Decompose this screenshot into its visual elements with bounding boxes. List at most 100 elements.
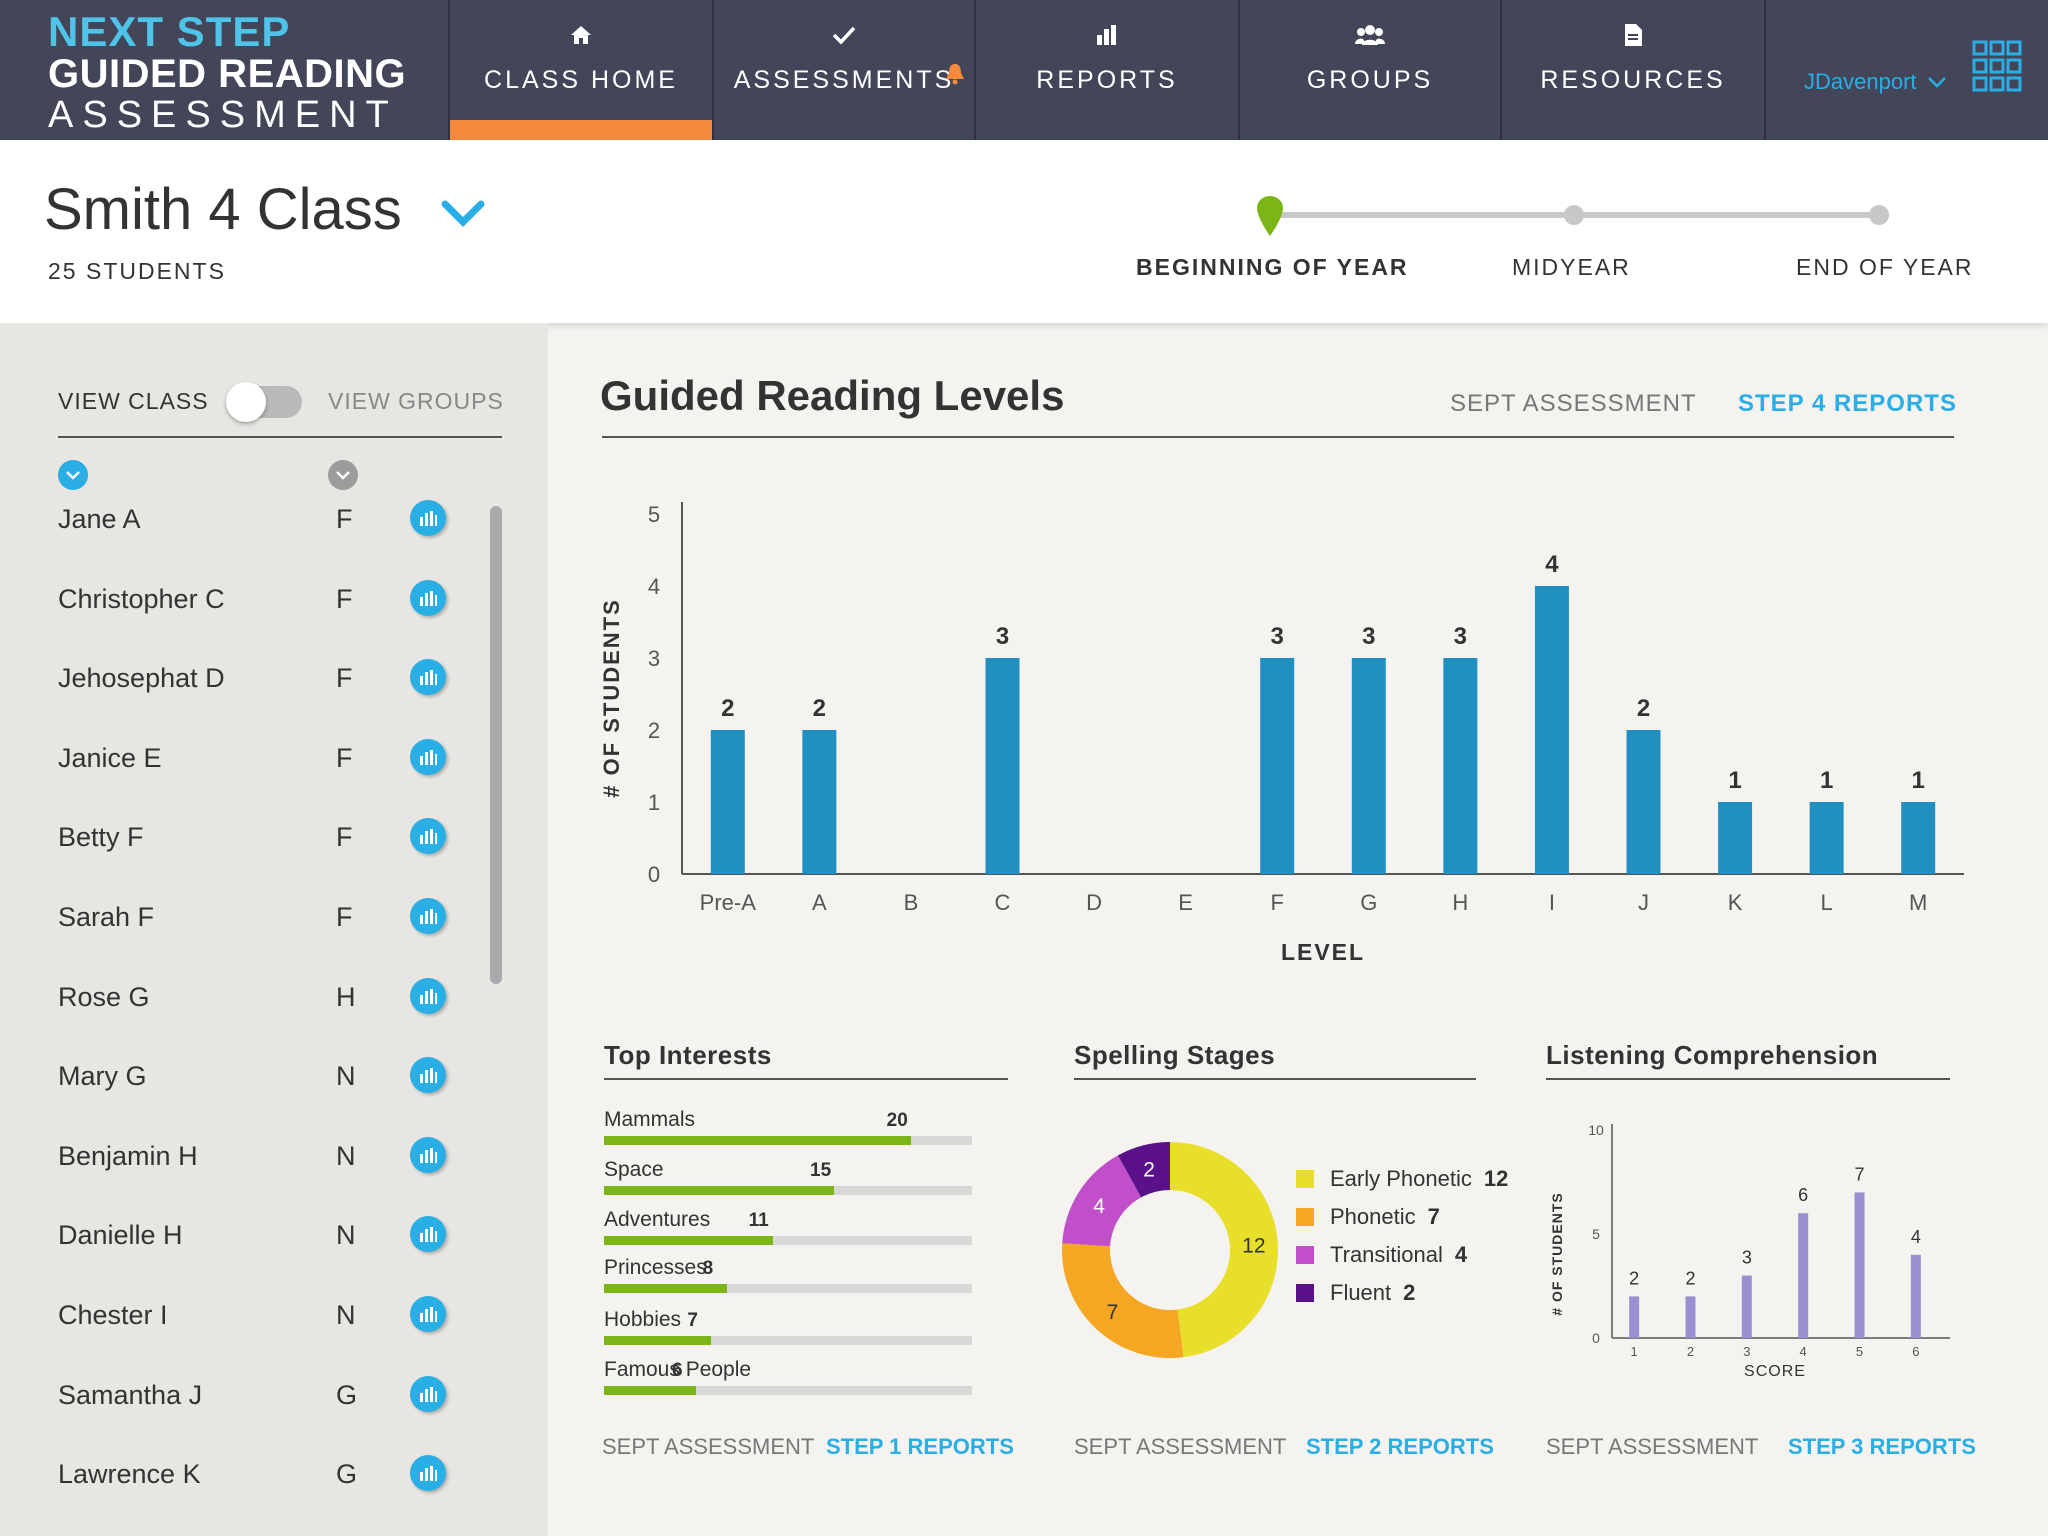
student-report-icon[interactable] [410,1375,446,1412]
divider [58,436,502,438]
student-row[interactable]: Samantha J G [0,1366,548,1426]
tab-class-home[interactable]: CLASS HOME [448,0,712,140]
location-pin-icon[interactable] [1256,194,1284,238]
student-report-icon[interactable] [410,500,446,536]
student-row[interactable]: Jane A F [0,490,548,550]
donut-slice [1117,1142,1170,1198]
view-groups-label[interactable]: VIEW GROUPS [328,388,504,414]
divider [1074,1078,1476,1080]
timeline-midyear[interactable]: MIDYEAR [1512,254,1631,280]
student-name: Jehosephat D [58,663,225,694]
legend-swatch [1296,1170,1314,1188]
bar [802,730,837,874]
student-report-icon[interactable] [410,818,446,855]
student-row[interactable]: Janice E F [0,729,548,789]
student-row[interactable]: Chester I N [0,1286,548,1346]
interest-label: Hobbies [604,1308,682,1331]
view-class-label[interactable]: VIEW CLASS [58,388,209,414]
student-list-scrollbar[interactable] [490,506,502,984]
x-tick-label: 4 [1800,1344,1807,1359]
tab-resources[interactable]: RESOURCES [1500,0,1764,140]
student-report-icon[interactable] [410,1136,446,1173]
student-report-icon[interactable] [410,738,446,775]
student-report-icon[interactable] [410,1216,446,1253]
student-name: Jane A [58,504,141,534]
legend-item: Early Phonetic 12 [1296,1164,1508,1194]
data-label: 1 [1728,767,1741,794]
interest-row: Famous People 6 [604,1358,972,1404]
tab-groups[interactable]: GROUPS [1238,0,1500,140]
bar [710,730,745,874]
data-label: 3 [1362,623,1375,650]
top-interests-title: Top Interests [604,1040,772,1070]
student-row[interactable]: Betty F F [0,808,548,868]
legend-swatch [1296,1284,1314,1302]
student-report-icon[interactable] [410,898,446,934]
spelling-stages-title: Spelling Stages [1074,1040,1276,1070]
sort-by-level-chevron-icon[interactable] [328,460,358,490]
timeline-end-of-year[interactable]: END OF YEAR [1796,254,1974,280]
student-level: F [336,663,353,694]
student-report-icon[interactable] [410,977,446,1014]
student-row[interactable]: Benjamin H N [0,1127,548,1187]
interest-bar-track [604,1284,972,1293]
bar [1798,1213,1809,1338]
checkmark-icon [831,22,857,48]
data-label: 2 [813,695,826,722]
student-level: F [336,504,353,534]
x-tick-label: K [1728,890,1743,915]
sort-by-name-chevron-icon[interactable] [58,460,88,490]
bar [1626,730,1661,874]
apps-grid-icon[interactable] [1972,40,2022,92]
step-2-reports-link[interactable]: STEP 2 REPORTS [1306,1434,1494,1459]
student-row[interactable]: Sarah F F [0,888,548,948]
tab-assessments[interactable]: ASSESSMENTS [712,0,974,140]
interest-count: 11 [748,1210,769,1231]
timeline-beginning-of-year[interactable]: BEGINNING OF YEAR [1136,254,1409,280]
user-menu[interactable]: JDavenport [1764,0,2048,140]
data-label: 2 [1637,695,1650,722]
bar [1351,658,1386,874]
legend-label: Fluent [1330,1280,1392,1305]
interest-bar-fill [604,1386,696,1395]
student-report-icon[interactable] [410,579,446,616]
data-label: 3 [1271,623,1284,650]
student-row[interactable]: Rose G H [0,968,548,1028]
student-name: Mary G [58,1061,147,1092]
y-tick-label: 10 [1588,1122,1604,1138]
legend-value: 4 [1454,1242,1468,1267]
slice-label: 2 [1143,1159,1155,1182]
student-row[interactable]: Mary G N [0,1047,548,1107]
logo-line-3: ASSESSMENT [48,94,398,136]
view-toggle-knob[interactable] [226,382,266,422]
slice-label: 7 [1107,1301,1119,1324]
student-report-icon[interactable] [410,1296,446,1332]
x-tick-label: 2 [1687,1344,1694,1359]
student-row[interactable]: Jehosephat D F [0,649,548,709]
app-logo[interactable]: NEXT STEP GUIDED READING ASSESSMENT [48,10,448,137]
student-name: Betty F [58,822,144,853]
timeline-end-of-year-dot[interactable] [1869,205,1889,225]
step-3-reports-link[interactable]: STEP 3 REPORTS [1788,1434,1976,1459]
student-row[interactable]: Lawrence K G [0,1445,548,1505]
student-report-icon[interactable] [410,1057,446,1094]
step-1-reports-link[interactable]: STEP 1 REPORTS [826,1434,1014,1459]
tab-label: GROUPS [1306,66,1434,94]
data-label: 3 [996,623,1009,650]
x-tick-label: A [812,890,827,915]
data-label: 1 [1820,767,1833,794]
student-report-icon[interactable] [410,659,446,696]
student-row[interactable]: Danielle H N [0,1206,548,1266]
x-axis-label: SCORE [1744,1363,1806,1380]
bar [1854,1192,1865,1338]
timeline-midyear-dot[interactable] [1564,205,1584,225]
y-tick-label: 3 [648,646,660,671]
document-icon [1623,22,1643,48]
student-report-icon[interactable] [410,1455,446,1492]
step-4-reports-link[interactable]: STEP 4 REPORTS [1738,390,1957,417]
interest-label: Famous People [604,1358,752,1381]
student-row[interactable]: Christopher C F [0,570,548,630]
tab-reports[interactable]: REPORTS [974,0,1238,140]
class-dropdown-chevron-icon[interactable] [440,196,486,230]
data-label: 4 [1545,551,1559,578]
